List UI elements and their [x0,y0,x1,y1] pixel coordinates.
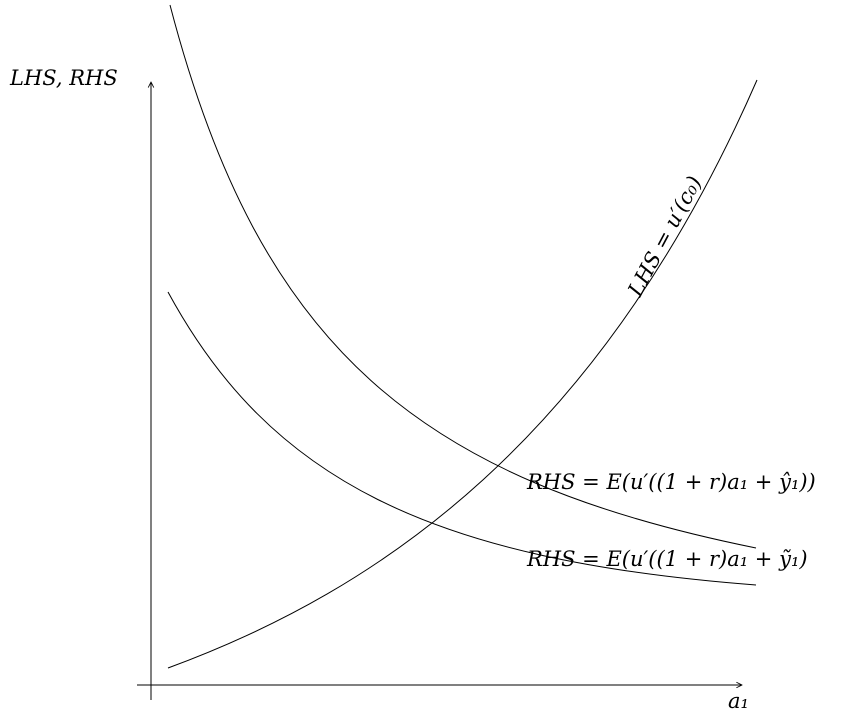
lhs-curve-label: LHS = u′(c₀) [623,172,707,301]
y-axis-label: LHS, RHS [9,66,118,90]
rhs-hat-curve-label: RHS = E(u′((1 + r)a₁ + ŷ₁)) [526,470,816,494]
lhs-curve [167,79,758,669]
x-axis-label: a₁ [728,689,749,712]
rhs-tilde-curve [167,291,757,586]
rhs-hat-curve [169,4,757,549]
rhs-tilde-curve-label: RHS = E(u′((1 + r)a₁ + ỹ₁) [526,547,808,571]
